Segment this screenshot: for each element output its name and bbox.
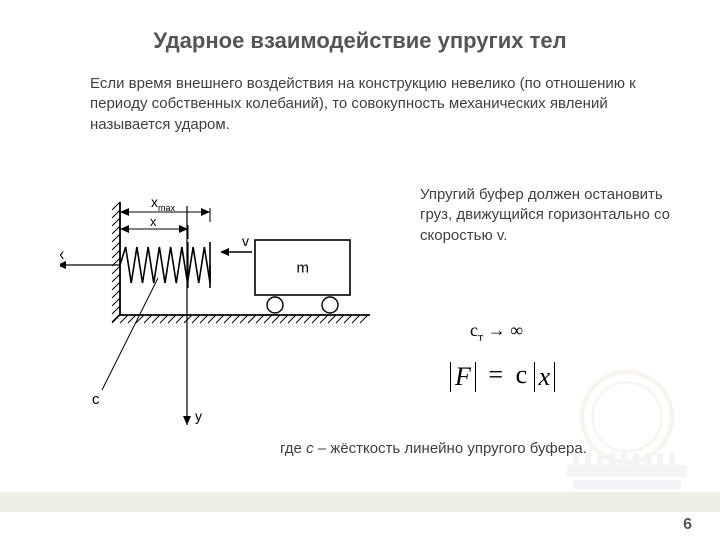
svg-text:c: c — [92, 391, 100, 408]
formula2-c: c — [516, 360, 528, 389]
formula2-abs-f: F — [450, 362, 476, 392]
mechanics-diagram: yxxmaxxvmc — [60, 180, 400, 440]
formula1-c: c — [470, 320, 478, 340]
page-number: 6 — [683, 516, 692, 534]
svg-text:xmax: xmax — [151, 194, 176, 213]
formula-f-cx: F = c x — [450, 360, 555, 392]
side-paragraph: Упругий буфер должен остановить груз, дв… — [420, 185, 670, 246]
svg-text:x: x — [60, 246, 64, 262]
svg-text:m: m — [297, 260, 310, 277]
intro-paragraph: Если время внешнего воздействия на конст… — [90, 74, 650, 135]
svg-text:v: v — [242, 233, 249, 249]
svg-text:x: x — [150, 214, 157, 229]
formula-caption: где с – жёсткость линейно упругого буфер… — [280, 440, 680, 457]
formula2-eq: = — [482, 360, 509, 389]
formula2-abs-x: x — [534, 362, 556, 392]
formula-c-inf: cт → ∞ — [470, 320, 523, 345]
page-title: Ударное взаимодействие упругих тел — [0, 28, 720, 54]
svg-text:y: y — [195, 408, 202, 424]
formula1-rest: → ∞ — [483, 320, 523, 340]
watermark-seal — [552, 360, 702, 510]
footer-band — [0, 492, 720, 512]
